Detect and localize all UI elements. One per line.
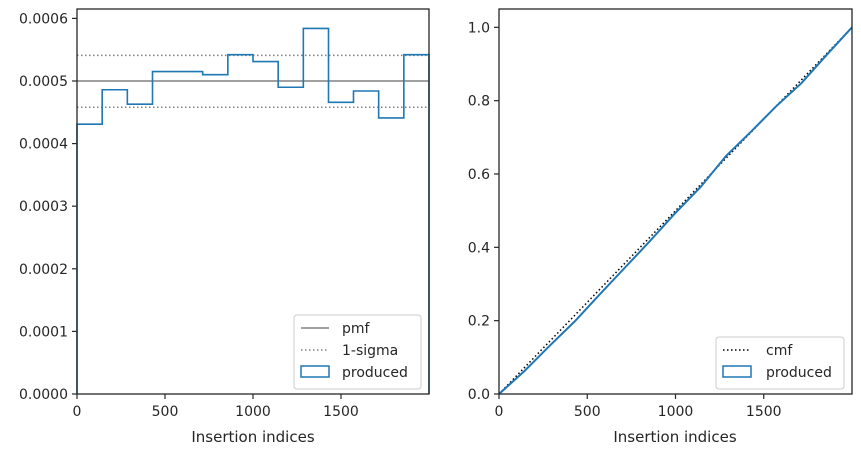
pmf-histogram-plot: 0 500 1000 1500 0.0000 0.0001 0.0002 0.0003 0.00… [19,8,430,446]
right-produced-series [498,26,853,395]
right-reference-lines [498,26,853,395]
cmf-plot: 0 500 1000 1500 0.0 0.2 0.4 0.6 0.8 1.0 Insertion… [468,8,853,446]
x-tick-label: 1500 [746,404,782,420]
cmf-line [498,26,853,395]
left-reference-lines [77,54,429,109]
y-tick-label: 0.2 [468,314,490,330]
left-ticks: 0 500 1000 1500 0.0000 0.0001 0.0002 0.0003 0.00… [19,11,359,420]
y-tick-label: 0.0003 [19,199,68,215]
y-tick-label: 0.4 [468,240,490,256]
right-ticks: 0 500 1000 1500 0.0 0.2 0.4 0.6 0.8 1.0 [468,20,782,420]
x-tick-label: 0 [495,404,504,420]
left-legend: pmf 1-sigma produced [293,314,422,390]
legend-pmf-label: pmf [342,321,371,337]
legend-1-sigma-label: 1-sigma [342,343,398,359]
y-tick-label: 0.0000 [19,387,68,403]
x-tick-label: 0 [73,404,82,420]
y-tick-label: 0.0 [468,387,490,403]
left-produced-series [76,27,430,394]
produced-cumulative-line [498,26,853,395]
y-tick-label: 0.0002 [19,262,68,278]
x-tick-label: 500 [152,404,179,420]
x-tick-label: 1000 [658,404,694,420]
y-tick-label: 0.0004 [19,137,68,153]
right-x-axis-label: Insertion indices [613,428,736,446]
y-tick-label: 1.0 [468,20,490,36]
left-legend-box [293,314,422,390]
legend-produced-swatch [300,365,330,378]
left-x-axis-label: Insertion indices [191,428,314,446]
legend-produced-swatch [722,365,752,378]
y-tick-label: 0.0001 [19,324,68,340]
x-tick-label: 1500 [323,404,359,420]
legend-cmf-label: cmf [766,343,793,359]
right-legend: cmf produced [715,336,845,390]
produced-step-line [76,27,430,394]
x-tick-label: 1000 [235,404,271,420]
right-axes-frame [498,8,853,395]
legend-produced-label: produced [342,365,408,381]
y-tick-label: 0.0005 [19,74,68,90]
x-tick-label: 500 [574,404,601,420]
y-tick-label: 0.6 [468,167,490,183]
left-axes-frame [76,8,430,395]
y-tick-label: 0.0006 [19,11,68,27]
y-tick-label: 0.8 [468,94,490,110]
legend-produced-label: produced [766,365,832,381]
